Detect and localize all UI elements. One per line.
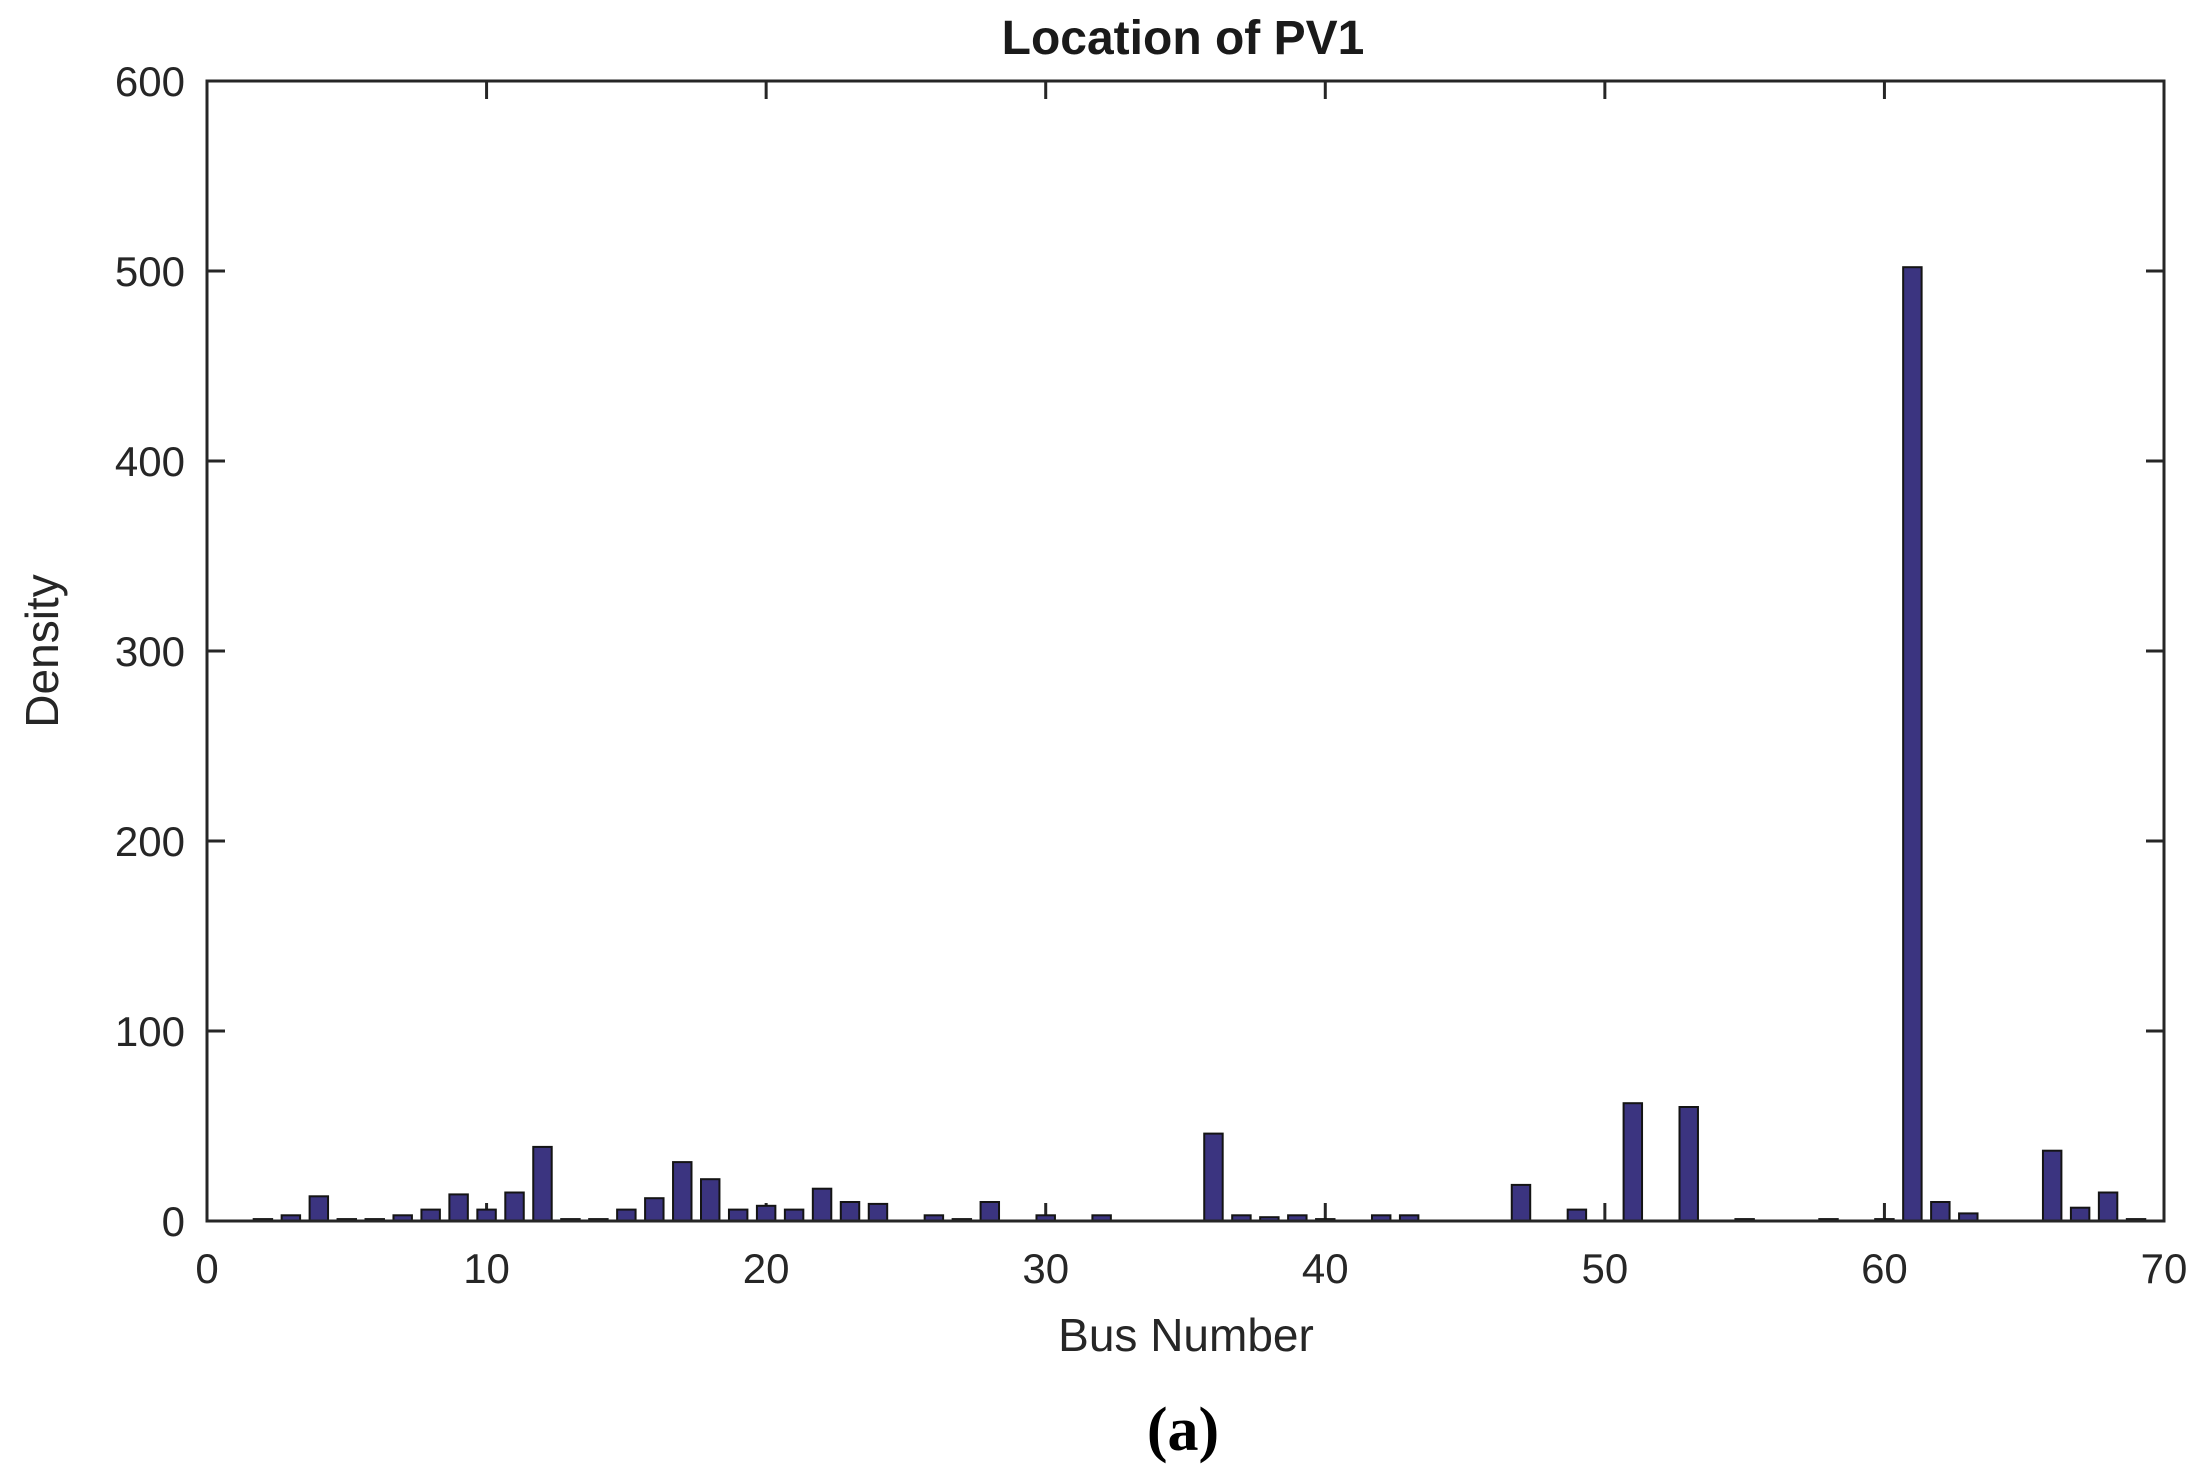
x-tick-label: 50 [1581, 1245, 1628, 1292]
bar-bus-67 [2069, 1206, 2091, 1222]
bar-bus-49 [1566, 1208, 1588, 1222]
x-tick-label: 40 [1302, 1245, 1349, 1292]
x-tick-label: 0 [195, 1245, 218, 1292]
bar-bus-68 [2097, 1191, 2119, 1222]
chart-title: Location of PV1 [1002, 12, 1365, 65]
figure-caption: (a) [1147, 1396, 1219, 1464]
bar-bus-19 [727, 1208, 749, 1222]
bar-bus-8 [420, 1208, 441, 1222]
y-tick-label: 100 [115, 1008, 185, 1055]
x-tick-label: 60 [1861, 1245, 1908, 1292]
bar-bus-47 [1510, 1183, 1532, 1223]
bar-bus-11 [504, 1191, 525, 1222]
x-tick-label: 70 [2141, 1245, 2188, 1292]
bar-bus-21 [783, 1208, 805, 1222]
bar-bus-51 [1622, 1102, 1644, 1222]
y-tick-label: 200 [115, 818, 185, 865]
y-tick-label: 500 [115, 248, 185, 295]
plot-frame [205, 79, 2166, 1223]
y-tick-label: 400 [115, 438, 185, 485]
x-axis-label: Bus Number [1058, 1309, 1314, 1361]
y-tick-label: 600 [115, 58, 185, 105]
y-axis-label: Density [16, 574, 68, 727]
bar-bus-10 [476, 1208, 497, 1222]
y-ticks: 0 100 200 300 400 500 600 [115, 58, 2164, 1245]
bar-bus-15 [616, 1208, 637, 1222]
bar-bus-66 [2041, 1149, 2063, 1222]
bar-bus-62 [1930, 1201, 1951, 1222]
bars [252, 266, 2147, 1223]
y-tick-label: 300 [115, 628, 185, 675]
bar-bus-28 [979, 1201, 1001, 1222]
x-ticks: 0 10 20 30 40 50 60 70 [195, 81, 2187, 1292]
bar-bus-61 [1902, 266, 1923, 1222]
bar-bus-9 [448, 1193, 469, 1223]
bar-bus-23 [839, 1201, 861, 1222]
x-tick-label: 20 [743, 1245, 790, 1292]
x-tick-label: 30 [1022, 1245, 1069, 1292]
bar-bus-17 [672, 1161, 693, 1222]
y-tick-label: 0 [162, 1198, 185, 1245]
bar-bus-12 [532, 1145, 553, 1223]
bar-bus-20 [755, 1204, 777, 1223]
bar-bus-36 [1203, 1132, 1224, 1222]
bar-bus-16 [644, 1197, 665, 1222]
bar-bus-4 [308, 1195, 330, 1223]
bar-bus-18 [700, 1178, 721, 1222]
bar-bus-53 [1678, 1106, 1699, 1222]
bar-bus-22 [811, 1187, 833, 1222]
x-tick-label: 10 [463, 1245, 510, 1292]
bar-bus-24 [867, 1202, 889, 1223]
